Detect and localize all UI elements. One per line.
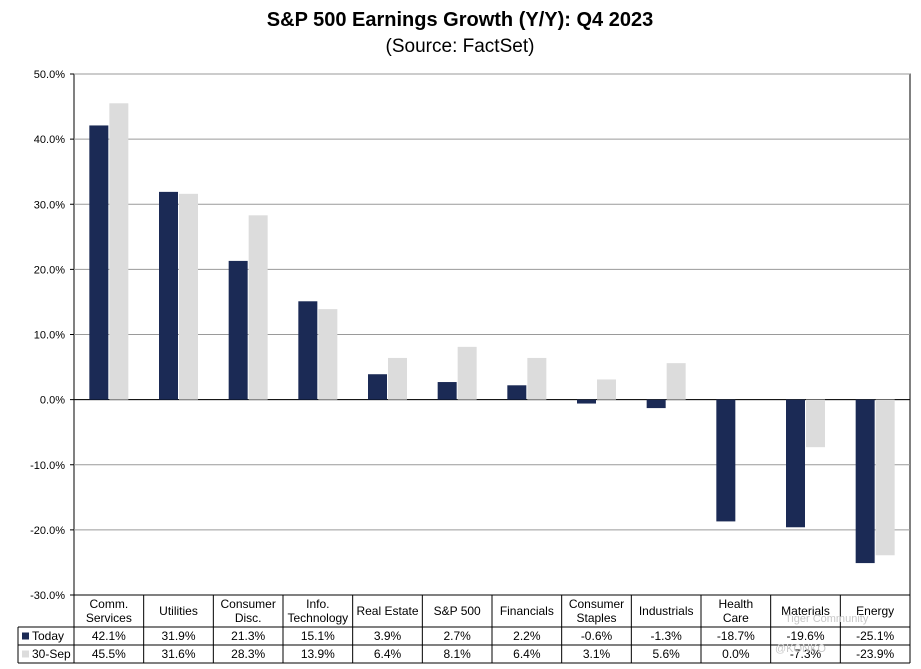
bar-sep30 [457, 346, 477, 400]
category-label: Consumer Disc. [220, 597, 275, 625]
data-label: 13.9% [301, 647, 335, 661]
bar-today [298, 301, 318, 400]
bar-today [716, 399, 736, 522]
legend-label: Today [32, 629, 64, 643]
data-label: -25.1% [856, 629, 894, 643]
y-tick-label: 20.0% [34, 264, 65, 276]
bar-sep30 [318, 309, 338, 400]
data-label: -18.7% [717, 629, 755, 643]
legend-key-sep30 [22, 650, 29, 658]
data-label: -23.9% [856, 647, 894, 661]
bar-today [89, 125, 109, 400]
y-axis: 50.0% 40.0% 30.0% 20.0% 10.0% 0.0% -10.0% -20.0… [30, 69, 74, 602]
bar-sep30 [527, 357, 547, 400]
category-label: Comm. Services [86, 597, 132, 625]
bar-today [437, 382, 457, 400]
legend-key-today [22, 632, 29, 640]
category-label: Materials [781, 604, 830, 618]
data-label: 3.1% [583, 647, 611, 661]
category-label: Info. Technology [287, 597, 348, 625]
y-tick-label: 50.0% [34, 69, 65, 81]
category-label: Real Estate [356, 604, 418, 618]
data-label: 31.6% [161, 647, 195, 661]
category-label: Industrials [639, 604, 694, 618]
data-label: 5.6% [652, 647, 680, 661]
y-tick-label: -30.0% [30, 590, 65, 602]
category-label: Financials [500, 604, 554, 618]
data-label: 8.1% [443, 647, 471, 661]
y-tick-label: -10.0% [30, 460, 65, 472]
data-label: 6.4% [513, 647, 541, 661]
chart-title: S&P 500 Earnings Growth (Y/Y): Q4 2023 [267, 9, 653, 31]
bars [89, 103, 895, 564]
data-table: Comm. Services Utilities Consumer Disc. Info.… [17, 594, 911, 664]
watermark: Tiger Community @KONKO [775, 613, 869, 655]
y-tick-label: -20.0% [30, 525, 65, 537]
legend-label: 30-Sep [32, 647, 71, 661]
bar-today [646, 399, 666, 409]
bar-sep30 [109, 103, 129, 400]
bar-today [855, 399, 875, 564]
bar-sep30 [666, 363, 686, 400]
bar-today [159, 191, 178, 400]
bar-sep30 [806, 399, 825, 448]
bar-sep30 [875, 399, 895, 556]
data-label: 42.1% [92, 629, 126, 643]
data-label: 6.4% [374, 647, 402, 661]
chart-subtitle: (Source: FactSet) [386, 36, 535, 57]
data-label: 45.5% [92, 647, 126, 661]
gridlines [73, 73, 911, 596]
data-label: -19.6% [786, 629, 824, 643]
watermark-line2: @KONKO [775, 643, 826, 655]
bar-today [228, 260, 248, 400]
y-tick-label: 30.0% [34, 199, 65, 211]
data-label: -1.3% [650, 629, 682, 643]
watermark-line1: Tiger Community [785, 613, 869, 625]
data-label: 31.9% [161, 629, 195, 643]
bar-sep30 [248, 215, 268, 400]
data-label: 28.3% [231, 647, 265, 661]
data-label: 21.3% [231, 629, 265, 643]
y-tick-label: 10.0% [34, 330, 65, 342]
data-label: 15.1% [301, 629, 335, 643]
data-label: -0.6% [581, 629, 613, 643]
data-label: 3.9% [374, 629, 402, 643]
y-tick-label: 40.0% [34, 134, 65, 146]
category-label: Health Care [718, 597, 753, 625]
category-label: Utilities [159, 604, 198, 618]
data-label: -7.3% [790, 647, 822, 661]
bar-sep30 [179, 193, 198, 400]
y-tick-label: 0.0% [40, 395, 65, 407]
bar-today [577, 399, 596, 404]
bar-today [507, 385, 527, 400]
bar-sep30 [388, 357, 407, 400]
data-label: 2.7% [443, 629, 471, 643]
bar-today [368, 374, 387, 400]
bar-sep30 [597, 379, 616, 400]
data-label: 0.0% [722, 647, 750, 661]
category-label: Energy [856, 604, 894, 618]
data-label: 2.2% [513, 629, 541, 643]
bar-today [786, 399, 805, 528]
category-label: S&P 500 [434, 604, 481, 618]
category-label: Consumer Staples [569, 597, 624, 625]
